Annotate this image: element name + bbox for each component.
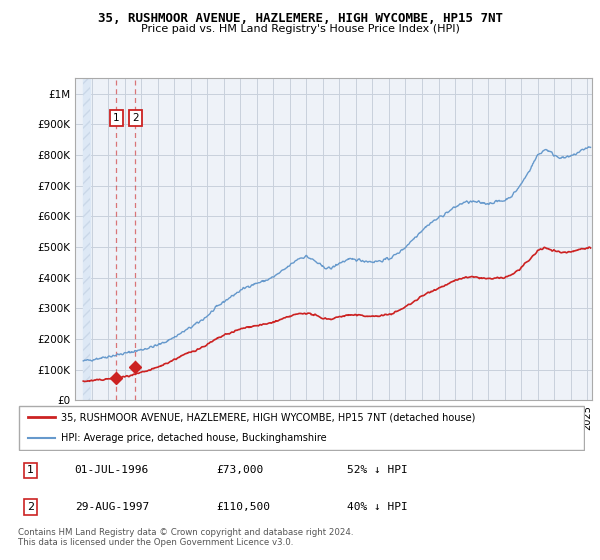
Bar [83,78,90,400]
Text: £110,500: £110,500 [217,502,271,512]
FancyBboxPatch shape [19,406,584,450]
Text: 35, RUSHMOOR AVENUE, HAZLEMERE, HIGH WYCOMBE, HP15 7NT (detached house): 35, RUSHMOOR AVENUE, HAZLEMERE, HIGH WYC… [61,412,475,422]
Text: HPI: Average price, detached house, Buckinghamshire: HPI: Average price, detached house, Buck… [61,433,326,444]
Text: This data is licensed under the Open Government Licence v3.0.: This data is licensed under the Open Gov… [18,538,293,547]
Text: 35, RUSHMOOR AVENUE, HAZLEMERE, HIGH WYCOMBE, HP15 7NT: 35, RUSHMOOR AVENUE, HAZLEMERE, HIGH WYC… [97,12,503,25]
Text: 2: 2 [132,113,139,123]
Text: Contains HM Land Registry data © Crown copyright and database right 2024.: Contains HM Land Registry data © Crown c… [18,528,353,536]
Text: 2: 2 [27,502,34,512]
Text: 40% ↓ HPI: 40% ↓ HPI [347,502,407,512]
Text: 1: 1 [113,113,119,123]
Bar [83,78,90,400]
Text: 29-AUG-1997: 29-AUG-1997 [75,502,149,512]
Text: Price paid vs. HM Land Registry's House Price Index (HPI): Price paid vs. HM Land Registry's House … [140,24,460,34]
Text: £73,000: £73,000 [217,465,264,475]
Text: 52% ↓ HPI: 52% ↓ HPI [347,465,407,475]
Text: 1: 1 [27,465,34,475]
Text: 01-JUL-1996: 01-JUL-1996 [75,465,149,475]
